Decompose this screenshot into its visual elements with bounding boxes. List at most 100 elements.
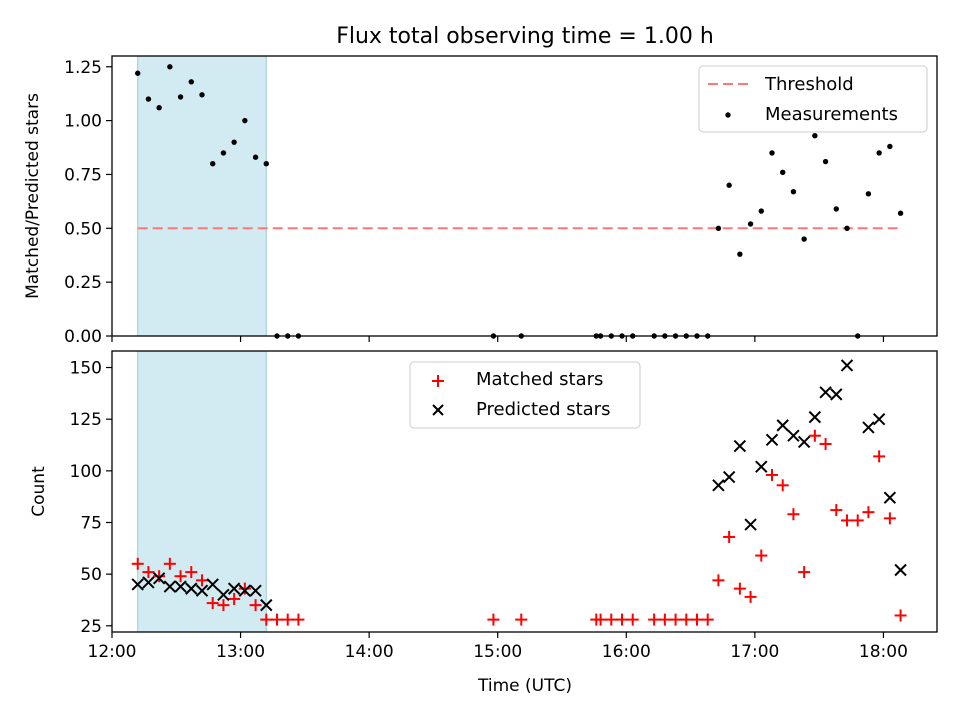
matched-star-point (131, 557, 144, 570)
predicted-star-point (883, 491, 897, 504)
measurement-point (887, 143, 893, 150)
measurement-point (242, 117, 248, 124)
measurement-point (220, 150, 227, 156)
matched-star-point (228, 592, 241, 605)
predicted-star-point (174, 580, 187, 593)
top-plot-frame (111, 55, 938, 337)
predicted-star-point (185, 582, 198, 595)
matched-star-point (260, 613, 273, 626)
y-tick-label: 50 (80, 565, 102, 585)
predicted-star-point (152, 572, 166, 585)
matched-star-point (819, 437, 832, 450)
matched-star-point (712, 574, 725, 587)
matched-star-point (626, 613, 639, 626)
y-tick-label: 125 (70, 410, 102, 430)
matched-star-point (733, 582, 746, 595)
predicted-star-point (238, 584, 252, 597)
predicted-star-point (227, 582, 241, 595)
predicted-star-point (830, 388, 843, 401)
matched-star-point (217, 599, 230, 612)
matched-star-point (862, 506, 875, 519)
predicted-star-point (163, 580, 177, 593)
top-y-axis-label: Matched/Predicted stars (23, 93, 43, 299)
matched-star-point (142, 566, 155, 579)
matched-star-point (841, 514, 853, 527)
y-tick-label: 150 (70, 359, 102, 379)
top-x-axis-ticks (111, 336, 885, 342)
measurement-point (822, 158, 829, 165)
predicted-star-point (260, 598, 273, 612)
x-tick-label: 13:00 (216, 642, 265, 662)
y-tick-label: 0.25 (64, 273, 102, 293)
predicted-star-point (206, 578, 219, 591)
measurement-point (790, 188, 797, 195)
bottom-plot-frame (111, 350, 938, 633)
predicted-star-point (755, 460, 768, 473)
measurement-point (897, 210, 904, 216)
predicted-star-point (249, 584, 262, 597)
matched-star-point (616, 613, 628, 626)
measurement-point (135, 70, 141, 76)
measurement-point (715, 225, 722, 232)
count-points (131, 359, 907, 626)
measurement-point (758, 208, 764, 214)
legend-predicted-label: Predicted stars (476, 399, 610, 420)
matched-star-point (594, 613, 607, 626)
matched-star-point (271, 613, 283, 626)
x-tick-label: 12:00 (88, 642, 137, 662)
observing-window-shade (137, 55, 267, 337)
measurement-point (156, 104, 162, 111)
count-panel: 25 50 75 100 125 150 12:00 13:00 14:00 15:00 16:0… (29, 350, 938, 696)
legend-matched-swatch (432, 375, 444, 387)
matched-star-point (776, 479, 789, 492)
predicted-star-point (894, 563, 907, 577)
matched-star-point (798, 566, 811, 579)
matched-star-point (292, 613, 305, 626)
measurement-point (210, 160, 216, 167)
y-tick-label: 100 (70, 462, 102, 482)
matched-star-point (851, 514, 864, 527)
bottom-x-axis-ticks: 12:00 13:00 14:00 15:00 16:00 17:00 18:00 (88, 632, 908, 662)
predicted-star-point (195, 584, 209, 597)
legend-measurements-label: Measurements (765, 104, 898, 125)
measurement-point (844, 225, 850, 232)
matched-star-point (830, 504, 843, 517)
y-tick-label: 0.00 (64, 327, 102, 347)
matched-star-point (163, 557, 176, 570)
y-tick-label: 0.75 (64, 165, 102, 185)
matched-star-point (238, 582, 251, 595)
y-tick-label: 1.00 (64, 112, 102, 132)
matched-star-point (808, 429, 821, 442)
x-tick-label: 14:00 (345, 642, 394, 662)
matched-star-point (873, 450, 886, 463)
matched-star-point (658, 613, 671, 626)
matched-star-point (605, 613, 618, 626)
x-tick-label: 18:00 (859, 642, 908, 662)
matched-star-point (648, 613, 661, 626)
predicted-star-point (862, 421, 875, 434)
measurement-point (812, 132, 818, 139)
legend-measurements-swatch (725, 112, 731, 118)
x-tick-label: 15:00 (473, 642, 522, 662)
matched-star-point (766, 468, 778, 481)
measurement-point (726, 182, 732, 188)
measurement-point (833, 206, 839, 212)
x-axis-label: Time (UTC) (477, 676, 572, 696)
measurement-point (145, 96, 152, 102)
ratio-panel: 0.00 0.25 0.50 0.75 1.00 1.25 Matched/Predict… (23, 55, 938, 347)
predicted-star-point (712, 479, 725, 492)
measurement-point (737, 251, 743, 257)
top-y-axis-ticks: 0.00 0.25 0.50 0.75 1.00 1.25 (64, 58, 112, 347)
chart-title: Flux total observing time = 1.00 h (336, 24, 714, 49)
measurement-point (188, 79, 194, 85)
x-tick-label: 16:00 (602, 642, 651, 662)
y-tick-label: 0.50 (64, 219, 102, 239)
predicted-star-point (872, 412, 886, 426)
bottom-legend: Matched stars Predicted stars (409, 361, 641, 429)
predicted-star-point (765, 433, 779, 447)
matched-star-point (680, 613, 693, 626)
predicted-star-point (797, 435, 811, 449)
matched-star-point (153, 570, 166, 583)
predicted-star-point (776, 419, 789, 432)
